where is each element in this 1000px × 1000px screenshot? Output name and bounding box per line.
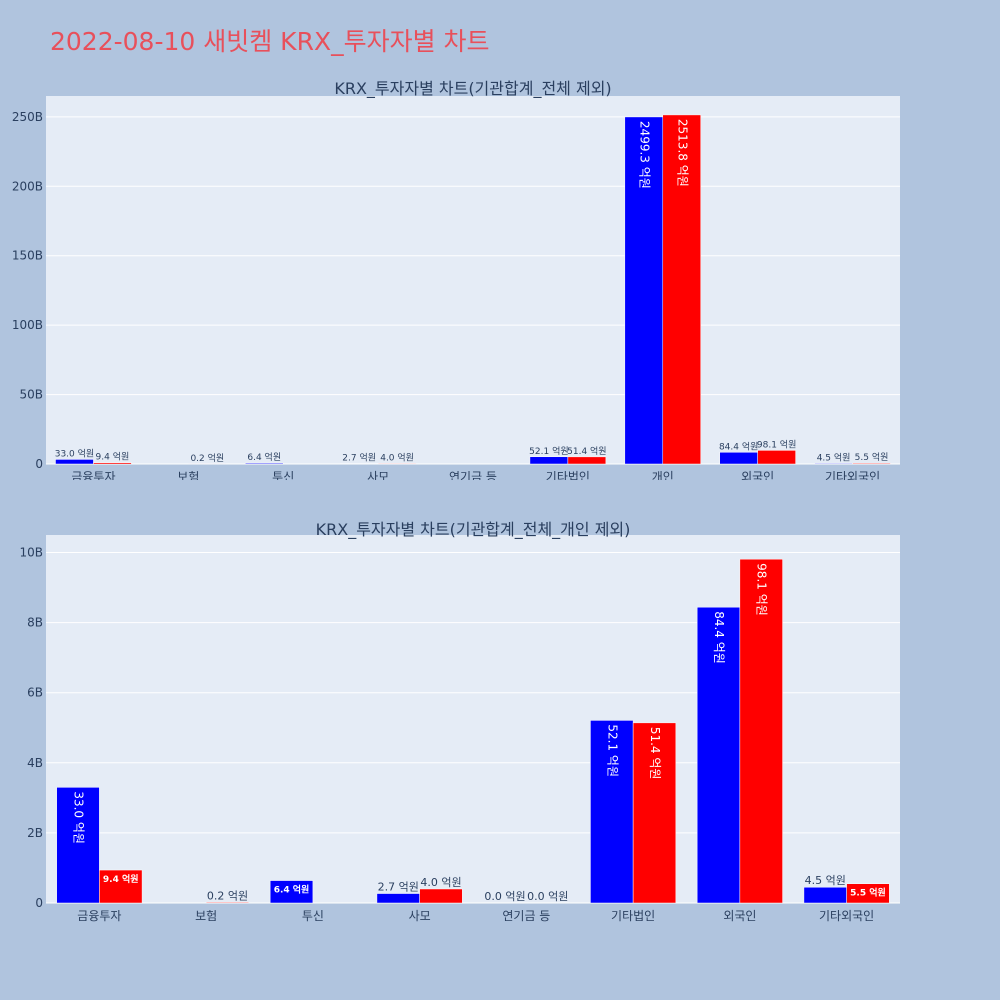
y-tick-label: 250B: [12, 110, 43, 124]
data-label: 9.4 억원: [96, 451, 130, 463]
data-label: 4.0 억원: [380, 451, 414, 463]
x-tick-label: 외국인: [741, 470, 774, 480]
x-tick-label: 기타법인: [611, 909, 655, 923]
bar: [529, 456, 569, 465]
data-label: 2.7 억원: [342, 452, 376, 464]
investor-chart-excluding-institution-total: KRX_투자자별 차트(기관합계_전체 제외) 0 50B 100B 150B 200B 2…: [12, 79, 900, 480]
data-label: 0.2 억원: [190, 452, 224, 464]
investor-chart-excluding-individual: KRX_투자자별 차트(기관합계_전체_개인 제외) 0 2B 4B 6B 8B 10B 금융…: [19, 520, 900, 923]
data-label: 6.4 억원: [247, 451, 281, 463]
bar: [803, 886, 847, 904]
x-tick-label: 금융투자: [71, 470, 115, 480]
x-tick-label: 사모: [409, 909, 431, 923]
bar: [376, 893, 420, 904]
data-label: 0.2 억원: [207, 889, 248, 902]
bar: [93, 462, 132, 465]
x-tick-label: 외국인: [723, 909, 756, 923]
data-label: 5.5 억원: [850, 887, 886, 899]
bar: [696, 606, 741, 904]
x-tick-label: 보험: [195, 909, 217, 923]
bar: [846, 883, 890, 904]
data-label: 9.4 억원: [103, 873, 139, 885]
data-label: 0.0 억원: [484, 890, 525, 903]
bar: [245, 462, 284, 465]
data-label: 84.4 억원: [712, 611, 726, 664]
bar: [377, 463, 417, 465]
x-tick-label: 기타외국인: [825, 470, 880, 480]
data-label: 98.1 억원: [757, 438, 796, 450]
y-tick-label: 200B: [12, 179, 43, 193]
y-tick-label: 8B: [27, 616, 43, 630]
chart-title: KRX_투자자별 차트(기관합계_전체_개인 제외): [316, 520, 631, 540]
data-label: 4.5 억원: [817, 451, 851, 463]
x-tick-label: 기타법인: [546, 470, 590, 480]
data-label: 2513.8 억원: [675, 119, 689, 187]
bar: [590, 720, 634, 904]
data-label: 51.4 억원: [648, 727, 662, 780]
data-label: 4.0 억원: [420, 876, 461, 889]
bar: [55, 459, 94, 465]
bar: [757, 450, 796, 465]
y-tick-label: 6B: [27, 686, 43, 700]
y-tick-label: 0: [35, 896, 43, 910]
y-tick-label: 150B: [12, 249, 43, 263]
data-label: 6.4 억원: [274, 884, 310, 896]
bar: [269, 880, 314, 904]
bar: [852, 462, 891, 465]
data-label: 2.7 억원: [378, 881, 419, 894]
data-label: 33.0 억원: [72, 791, 86, 844]
y-tick-label: 4B: [27, 756, 43, 770]
plot-area: [46, 96, 900, 464]
bar: [739, 558, 783, 904]
data-label: 52.1 억원: [529, 445, 568, 457]
bar: [662, 114, 701, 465]
x-tick-label: 사모: [367, 470, 389, 480]
data-label: 0.0 억원: [527, 890, 568, 903]
bar: [56, 787, 100, 904]
x-tick-label: 투신: [302, 909, 324, 923]
x-tick-label: 연기금 등: [449, 470, 497, 480]
y-tick-label: 50B: [19, 388, 43, 402]
x-tick-label: 개인: [652, 470, 674, 480]
data-label: 33.0 억원: [55, 447, 94, 459]
bar: [814, 463, 853, 465]
data-label: 98.1 억원: [755, 563, 769, 616]
y-tick-label: 10B: [19, 546, 43, 560]
data-label: 4.5 억원: [805, 874, 846, 887]
bar: [632, 722, 677, 904]
x-tick-label: 기타외국인: [819, 909, 874, 923]
bar: [99, 869, 143, 904]
chart-title: KRX_투자자별 차트(기관합계_전체 제외): [334, 79, 611, 99]
bar: [719, 452, 758, 465]
y-tick-label: 100B: [12, 318, 43, 332]
data-label: 5.5 억원: [855, 451, 889, 463]
page-title: 2022-08-10 새빗켐 KRX_투자자별 차트: [50, 27, 490, 56]
y-tick-label: 2B: [27, 826, 43, 840]
bar: [419, 888, 463, 904]
x-tick-label: 투신: [272, 470, 294, 480]
data-label: 2499.3 억원: [637, 121, 651, 189]
data-label: 84.4 억원: [719, 440, 758, 452]
x-tick-label: 금융투자: [77, 909, 121, 923]
y-tick-label: 0: [35, 457, 43, 471]
bar: [567, 456, 607, 465]
data-label: 52.1 억원: [605, 724, 619, 777]
data-label: 51.4 억원: [567, 445, 606, 457]
bar: [205, 902, 250, 904]
x-tick-label: 보험: [177, 470, 199, 480]
x-tick-label: 연기금 등: [502, 909, 550, 923]
